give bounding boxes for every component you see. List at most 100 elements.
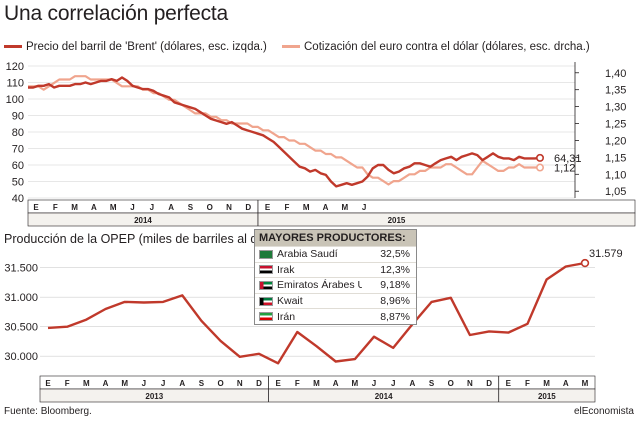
x-tick-label: F xyxy=(295,379,300,388)
x-tick-label: N xyxy=(226,203,232,212)
series-end-marker xyxy=(580,258,590,268)
x-tick-label: N xyxy=(467,379,473,388)
series-line-brent xyxy=(28,76,541,188)
x-tick-label: D xyxy=(486,379,492,388)
y-left-tick-label: 120 xyxy=(6,61,24,73)
year-strip xyxy=(39,388,596,403)
year-label: 2013 xyxy=(145,392,163,401)
x-tick-label: J xyxy=(150,203,154,212)
x-tick-label: A xyxy=(410,379,416,388)
producer-name: Irak xyxy=(277,263,295,276)
y-left-tick-label: 60 xyxy=(12,160,24,172)
x-tick-label: A xyxy=(91,203,97,212)
x-tick-label: O xyxy=(448,379,454,388)
x-tick-label: J xyxy=(161,379,165,388)
y-left-tick-label: 90 xyxy=(12,111,24,123)
legend-euro: Cotización del euro contra el dólar (dól… xyxy=(282,41,590,53)
x-tick-label: A xyxy=(103,379,109,388)
producer-share: 8,87% xyxy=(380,310,410,323)
x-tick-label: E xyxy=(506,379,512,388)
x-tick-label: M xyxy=(313,379,320,388)
saudi-flag-icon xyxy=(259,249,273,259)
x-tick-label: M xyxy=(543,379,550,388)
uae-flag-icon xyxy=(259,280,273,290)
x-tick-label: M xyxy=(110,203,117,212)
series-end-marker xyxy=(535,153,544,162)
iraq-flag-icon xyxy=(259,265,273,275)
top-producers-box: MAYORES PRODUCTORES: Arabia Saudí 32,5% … xyxy=(254,229,417,325)
x-tick-label: E xyxy=(45,379,51,388)
x-tick-label: A xyxy=(333,379,339,388)
x-tick-label: J xyxy=(130,203,134,212)
x-tick-label: A xyxy=(563,379,569,388)
page-title: Una correlación perfecta xyxy=(4,2,228,25)
producer-name: Emiratos Árabes U. xyxy=(277,279,362,292)
producer-row: Kwait 8,96% xyxy=(255,292,416,309)
y-left-tick-label: 80 xyxy=(12,127,24,139)
producer-row: Irán 8,87% xyxy=(255,308,416,324)
y-right-tick-label: 1,15 xyxy=(605,152,626,164)
x-tick-label: M xyxy=(121,379,128,388)
series-line-opec xyxy=(47,261,586,365)
y-right-tick-label: 1,20 xyxy=(605,135,626,147)
producer-share: 8,96% xyxy=(380,295,410,308)
x-tick-label: S xyxy=(429,379,435,388)
legend-brent-swatch xyxy=(4,45,22,49)
x-tick-label: J xyxy=(362,203,366,212)
y-right-tick-label: 1,35 xyxy=(605,85,626,97)
y-left-tick-label: 70 xyxy=(12,144,24,156)
series-end-label: 64,31 xyxy=(554,153,582,165)
y-tick-label: 31.000 xyxy=(4,292,38,304)
kuwait-flag-icon xyxy=(259,296,273,306)
producer-row: Irak 12,3% xyxy=(255,261,416,278)
x-tick-label: S xyxy=(188,203,194,212)
source-note: Fuente: Bloomberg. xyxy=(4,406,92,417)
producer-name: Arabia Saudí xyxy=(277,248,338,261)
legend-euro-swatch xyxy=(282,45,300,49)
y-right-tick-label: 1,30 xyxy=(605,102,626,114)
x-tick-label: M xyxy=(341,203,348,212)
legend-brent-label: Precio del barril de 'Brent' (dólares, e… xyxy=(26,41,267,53)
x-tick-label: E xyxy=(265,203,271,212)
producer-row: Emiratos Árabes U. 9,18% xyxy=(255,277,416,293)
year-label: 2015 xyxy=(538,392,556,401)
producer-share: 32,5% xyxy=(380,248,410,261)
x-tick-label: E xyxy=(275,379,281,388)
year-label: 2015 xyxy=(388,216,406,225)
y-right-tick-label: 1,05 xyxy=(605,186,626,198)
x-tick-label: M xyxy=(352,379,359,388)
x-tick-label: J xyxy=(391,379,395,388)
x-tick-label: O xyxy=(217,379,223,388)
y-tick-label: 30.500 xyxy=(4,322,38,334)
x-tick-label: F xyxy=(65,379,70,388)
x-tick-label: O xyxy=(207,203,213,212)
x-tick-label: M xyxy=(303,203,310,212)
y-tick-label: 31.500 xyxy=(4,263,38,275)
x-tick-label: D xyxy=(245,203,251,212)
y-right-tick-label: 1,25 xyxy=(605,119,626,131)
producer-row: Arabia Saudí 32,5% xyxy=(255,246,416,262)
year-label: 2014 xyxy=(134,216,152,225)
brent-euro-chart: 40 50 60 70 80 90 100 110 120 1,05 1,10 1,15 1,20 1,2… xyxy=(6,61,636,227)
legend-brent: Precio del barril de 'Brent' (dólares, e… xyxy=(4,41,267,53)
y-right-tick-label: 1,40 xyxy=(605,68,626,80)
y-left-tick-label: 40 xyxy=(12,193,24,205)
y-tick-label: 30.000 xyxy=(4,351,38,363)
x-tick-label: A xyxy=(179,379,185,388)
y-left-tick-label: 50 xyxy=(12,177,24,189)
x-tick-label: M xyxy=(71,203,78,212)
year-label: 2014 xyxy=(375,392,393,401)
x-tick-label: N xyxy=(237,379,243,388)
x-tick-label: A xyxy=(323,203,329,212)
series-end-label: 31.579 xyxy=(589,248,623,260)
x-tick-label: M xyxy=(83,379,90,388)
x-tick-label: D xyxy=(256,379,262,388)
y-right-tick-label: 1,10 xyxy=(605,169,626,181)
producer-name: Kwait xyxy=(277,295,303,308)
x-tick-label: E xyxy=(33,203,39,212)
series-end-label: 1,12 xyxy=(554,163,575,175)
x-tick-label: F xyxy=(525,379,530,388)
x-tick-label: J xyxy=(372,379,376,388)
legend-euro-label: Cotización del euro contra el dólar (dól… xyxy=(304,41,590,53)
